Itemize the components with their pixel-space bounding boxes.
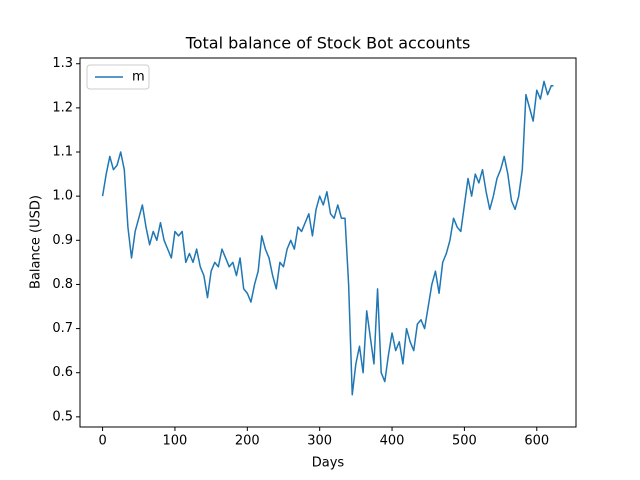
y-tick-label: 1.3: [52, 56, 73, 71]
y-tick-label: 0.8: [52, 277, 73, 292]
data-line: [101, 80, 554, 396]
x-tick-label: 0: [98, 434, 106, 449]
y-tick-label: 0.7: [52, 321, 73, 336]
y-tick-label: 1.2: [52, 100, 73, 115]
x-tick-label: 600: [524, 434, 549, 449]
y-tick-label: 1.1: [52, 145, 73, 160]
x-tick-label: 400: [380, 434, 405, 449]
x-tick-label: 500: [452, 434, 477, 449]
x-tick-label: 100: [163, 434, 188, 449]
x-tick-label: 200: [235, 434, 260, 449]
y-tick-label: 0.6: [52, 365, 73, 380]
legend-label: m: [132, 70, 145, 85]
y-tick-label: 0.9: [52, 233, 73, 248]
y-tick-label: 0.5: [52, 409, 73, 424]
x-axis-label: Days: [312, 456, 345, 471]
y-tick-label: 1.0: [52, 189, 73, 204]
chart-title: Total balance of Stock Bot accounts: [185, 34, 471, 53]
x-tick-label: 300: [307, 434, 332, 449]
y-axis-label: Balance (USD): [29, 195, 44, 289]
plot-frame: [79, 57, 577, 428]
